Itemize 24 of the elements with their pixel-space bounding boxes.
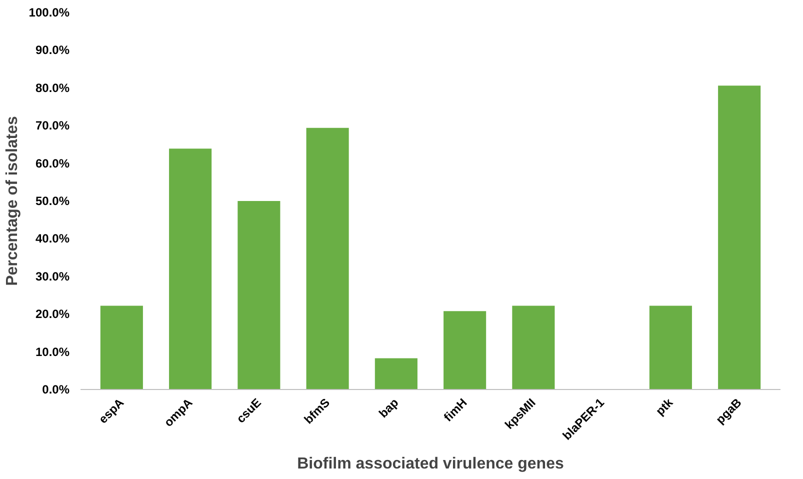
y-tick-label: 100.0% — [28, 6, 70, 20]
y-tick-label: 80.0% — [35, 80, 70, 95]
y-tick-label: 50.0% — [35, 194, 70, 208]
bar — [512, 306, 555, 390]
bar — [306, 128, 349, 390]
bar — [169, 148, 212, 390]
bar — [444, 311, 486, 390]
x-tick-label: ptk — [653, 395, 676, 418]
bar — [100, 306, 143, 390]
bar — [718, 86, 761, 390]
y-tick-label: 20.0% — [35, 307, 70, 322]
y-axis-title: Percentage of isolates — [4, 116, 21, 286]
y-tick-label: 40.0% — [35, 232, 70, 246]
y-tick-label: 90.0% — [35, 43, 70, 58]
x-axis-title: Biofilm associated virulence genes — [297, 456, 564, 473]
bar — [238, 201, 280, 390]
bar — [649, 306, 692, 390]
y-tick-label: 60.0% — [35, 156, 70, 170]
x-tick-label: bap — [376, 396, 402, 421]
y-tick-label: 30.0% — [35, 269, 70, 284]
y-tick-label: 0.0% — [42, 382, 70, 396]
bar — [374, 358, 418, 390]
y-tick-label: 10.0% — [35, 344, 70, 359]
y-tick-label: 70.0% — [35, 118, 70, 133]
